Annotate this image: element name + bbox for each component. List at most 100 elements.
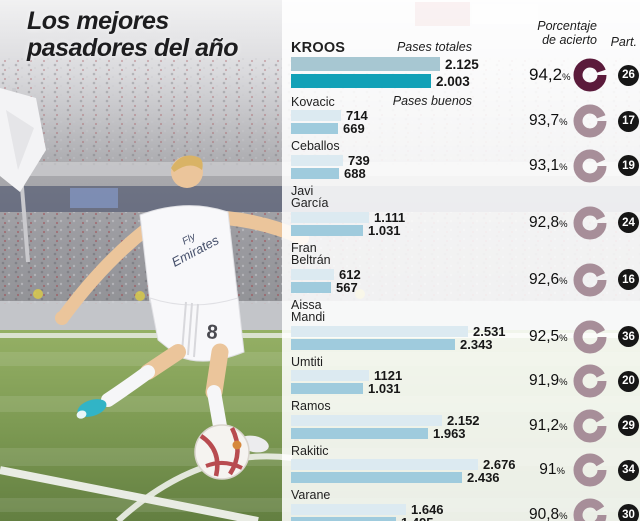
accuracy-donut-icon — [573, 104, 607, 138]
accuracy-header-line2: de acierto — [542, 33, 597, 47]
accuracy-percentage: 93,7% — [529, 112, 568, 129]
player-row: Ramos 2.152 1.963 91,2% 29 — [291, 399, 640, 442]
page-title-line1: Los mejores — [27, 7, 169, 35]
accuracy-donut-icon — [573, 320, 607, 353]
hair — [171, 155, 203, 172]
player-name: Javi García — [291, 183, 329, 210]
good-passes-bar — [291, 74, 431, 88]
accuracy-percentage: 91,9% — [529, 372, 568, 389]
good-passes-bar — [291, 338, 455, 350]
good-passes-value: 567 — [336, 279, 358, 295]
accuracy-donut-icon — [573, 206, 607, 239]
matches-badge: 26 — [618, 64, 639, 86]
player-row: Umtiti 1121 1.031 91,9% 20 — [291, 354, 640, 398]
accuracy-header: Porcentaje de acierto — [537, 19, 597, 47]
accuracy-donut-icon — [573, 453, 607, 487]
good-passes-value: 1.495 — [401, 515, 434, 521]
total-passes-bar — [291, 325, 468, 337]
good-passes-bar — [291, 427, 428, 439]
total-passes-value: 739 — [348, 152, 370, 168]
page-title-line2: pasadores del año — [27, 34, 239, 62]
good-passes-value: 688 — [344, 165, 366, 181]
accuracy-percentage: 92,8% — [529, 213, 568, 231]
total-passes-value: 714 — [346, 108, 368, 123]
good-passes-value: 1.031 — [368, 222, 401, 238]
player-name: Rakitic — [291, 443, 329, 458]
player-name: Ceballos — [291, 139, 340, 153]
good-passes-bar — [291, 224, 363, 236]
matches-badge: 36 — [618, 326, 639, 347]
player-name: Ramos — [291, 399, 331, 413]
accuracy-percentage: 90,8% — [529, 505, 568, 521]
good-passes-bar — [291, 516, 396, 521]
total-passes-bar — [291, 370, 369, 381]
player-name: Umtiti — [291, 354, 323, 369]
series-label: Pases totales — [396, 40, 472, 54]
total-passes-bar — [291, 110, 341, 121]
total-passes-value: 1.646 — [411, 501, 444, 517]
match-ball — [194, 424, 250, 480]
good-passes-value: 2.003 — [436, 73, 470, 89]
accuracy-donut-icon — [573, 149, 607, 182]
page-title: Los mejores pasadores del año — [27, 7, 239, 62]
accuracy-donut-icon — [573, 58, 607, 92]
matches-badge: 24 — [618, 212, 639, 233]
accuracy-percentage: 93,1% — [529, 156, 568, 174]
left-sock — [101, 365, 155, 407]
total-passes-bar — [291, 503, 406, 515]
good-passes-value: 1.031 — [368, 381, 401, 396]
player-row: Ceballos 739 688 93,1% 19 — [291, 139, 640, 182]
left-boot — [76, 399, 107, 419]
corner-sideline — [0, 466, 259, 521]
player-row: Rakitic 2.676 2.436 91% 34 — [291, 443, 640, 487]
good-passes-value: 669 — [343, 121, 365, 136]
accuracy-percentage: 92,5% — [529, 327, 568, 345]
total-passes-value: 2.676 — [483, 457, 516, 472]
player-row: Aissa Mandi 2.531 2.343 92,5% 36 — [291, 298, 640, 353]
good-passes-bar — [291, 281, 331, 293]
shorts-stripes — [181, 301, 199, 358]
matches-badge: 17 — [618, 110, 639, 132]
player-row: Javi García 1.111 1.031 92,8% 24 — [291, 183, 640, 239]
total-passes-value: 1121 — [374, 368, 403, 383]
player-rows: KROOS Pases totales 2.125 2.003 94,2% 26… — [291, 40, 640, 521]
total-passes-value: 2.152 — [447, 412, 480, 428]
accuracy-header-line1: Porcentaje — [537, 19, 597, 33]
total-passes-value: 612 — [339, 266, 361, 282]
accuracy-donut-icon — [573, 364, 607, 398]
led-screen — [70, 188, 118, 208]
good-passes-bar — [291, 472, 462, 483]
player-row: KROOS Pases totales 2.125 2.003 94,2% 26 — [291, 39, 640, 92]
total-passes-bar — [291, 211, 369, 223]
stats-panel: Porcentaje de acierto Part. KROOS Pases … — [282, 0, 640, 521]
total-passes-value: 2.125 — [445, 56, 479, 72]
total-passes-bar — [291, 57, 440, 71]
matches-badge: 20 — [618, 370, 639, 392]
matches-badge: 30 — [618, 504, 639, 521]
good-passes-bar — [291, 123, 338, 134]
good-passes-bar — [291, 383, 363, 394]
accuracy-percentage: 91% — [539, 461, 565, 478]
accuracy-percentage: 91,2% — [529, 416, 568, 434]
good-passes-value: 2.343 — [460, 336, 493, 352]
matches-badge: 16 — [618, 269, 639, 290]
player-row: Varane 1.646 1.495 90,8% 30 — [291, 489, 640, 521]
total-passes-value: 2.531 — [473, 323, 506, 339]
accuracy-percentage: 94,2% — [529, 65, 571, 84]
matches-badge: 34 — [618, 459, 639, 481]
matches-header: Part. — [610, 35, 637, 49]
accuracy-donut-icon — [573, 409, 607, 442]
player-name: Fran Beltrán — [291, 240, 331, 267]
player-name: Varane — [291, 488, 331, 502]
shorts-number: 8 — [205, 321, 218, 344]
accuracy-donut-icon — [573, 263, 607, 296]
player-name: KROOS — [291, 39, 346, 56]
total-passes-bar — [291, 414, 442, 426]
left-arm — [57, 221, 155, 323]
total-passes-bar — [291, 154, 343, 166]
total-passes-bar — [291, 459, 478, 470]
matches-badge: 19 — [618, 155, 639, 176]
player-row: Fran Beltrán 612 567 92,6% 16 — [291, 240, 640, 296]
accuracy-donut-icon — [573, 498, 607, 521]
